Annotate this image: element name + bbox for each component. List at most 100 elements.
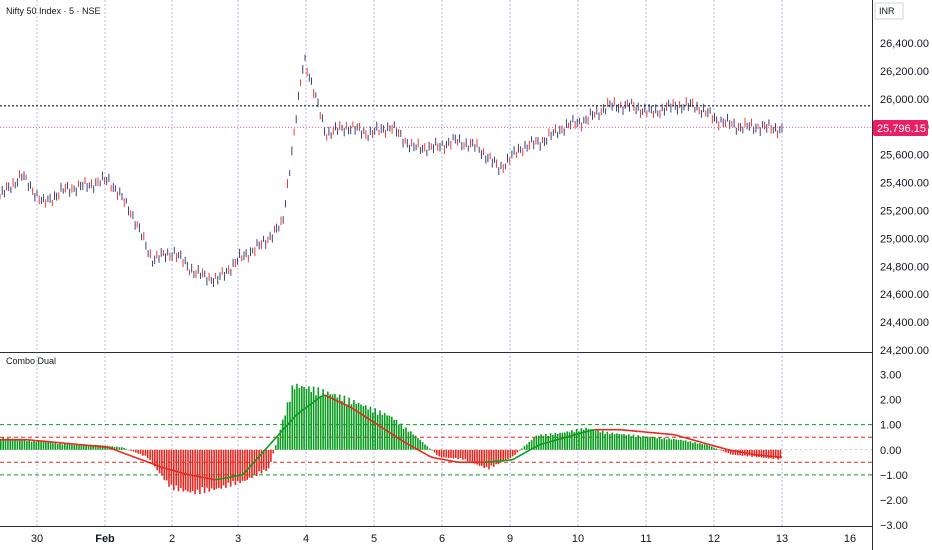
signal-line-segment (203, 476, 208, 480)
histogram-bar (632, 434, 635, 450)
time-tick-label: 6 (439, 533, 445, 545)
histogram-bar (180, 449, 182, 488)
histogram-bar (590, 429, 592, 450)
signal-line-segment (226, 476, 231, 479)
histogram-bar (265, 449, 267, 471)
histogram-bar (21, 440, 23, 450)
histogram-bar (348, 397, 350, 450)
histogram-bar (350, 404, 353, 450)
price-tick-label: 26,400.00 (880, 38, 929, 50)
histogram-bar (272, 449, 275, 454)
histogram-bar (315, 395, 317, 450)
histogram-bar (92, 445, 94, 450)
histogram-bar (336, 397, 339, 450)
histogram-bar (673, 439, 675, 450)
histogram-bar (225, 449, 227, 488)
signal-line-segment (531, 446, 537, 450)
histogram-bar (99, 445, 102, 450)
signal-line-segment (179, 471, 184, 475)
histogram-bar (128, 449, 130, 451)
histogram-bar (521, 448, 523, 450)
signal-line-segment (425, 453, 431, 458)
histogram-bar (137, 449, 139, 454)
histogram-bar (552, 434, 554, 450)
histogram-bar (443, 449, 445, 458)
signal-line-segment (222, 477, 227, 480)
histogram-bar (592, 429, 594, 450)
signal-line-segment (195, 475, 200, 478)
histogram-bar (116, 446, 118, 450)
signal-line-segment (109, 447, 114, 451)
histogram-bar (355, 404, 358, 450)
price-tick-label: 24,600.00 (880, 289, 929, 301)
histogram-bar (215, 449, 218, 489)
histogram-bar (469, 449, 471, 462)
histogram-bar (772, 449, 775, 459)
signal-line-segment (120, 451, 126, 455)
histogram-bar (33, 440, 35, 450)
histogram-bar (222, 449, 225, 486)
histogram-bar (765, 449, 767, 458)
currency-box[interactable] (874, 2, 904, 20)
histogram-bar (341, 400, 343, 450)
histogram-bar (367, 409, 369, 450)
histogram-bar (132, 449, 135, 452)
histogram-bar (232, 449, 234, 481)
signal-line-segment (363, 414, 368, 419)
histogram-bar (402, 428, 405, 450)
signal-line-segment (519, 452, 525, 457)
oscillator-axis: 3.00 2.00 1.00 0.00 −1.00 −2.00 −3.00 (880, 370, 908, 533)
histogram-bar (699, 443, 701, 450)
histogram-bar (61, 444, 64, 450)
histogram-bar (582, 429, 585, 450)
histogram-bar (87, 445, 90, 450)
price-tick-label: 24,800.00 (880, 261, 929, 273)
histogram-bar (758, 449, 760, 457)
histogram-bar (400, 423, 403, 450)
histogram-bar (585, 427, 587, 450)
histogram-bar (286, 402, 289, 450)
histogram-bar (135, 449, 137, 453)
osc-tick-label: −3.00 (880, 520, 908, 532)
histogram-bar (154, 449, 156, 467)
signal-line-segment (445, 459, 450, 462)
histogram-bar (471, 449, 474, 464)
signal-line-segment (566, 435, 572, 438)
histogram-bar (274, 445, 277, 450)
histogram-bar (246, 449, 248, 480)
histogram-bar (511, 449, 514, 457)
signal-line-segment (429, 455, 435, 459)
signal-lines (0, 394, 783, 481)
histogram-bar (90, 444, 92, 450)
signal-line-segment (547, 440, 552, 444)
time-axis: 30 Feb 2 3 4 5 6 9 10 11 12 13 16 (31, 533, 856, 545)
histogram-bar (459, 449, 462, 459)
histogram-bar (687, 441, 689, 450)
histogram-bar (37, 441, 40, 450)
price-reference-lines (0, 105, 872, 128)
histogram-bar (2, 437, 4, 450)
histogram-bar (158, 449, 161, 474)
histogram-bar (426, 446, 429, 450)
histogram-bar (637, 435, 639, 450)
histogram-bar (488, 449, 490, 470)
signal-line-segment (370, 420, 376, 424)
histogram-bar (500, 449, 502, 463)
chart-title: Nifty 50 Index · 5 · NSE (6, 6, 101, 16)
histogram-bar (163, 449, 166, 480)
histogram-bar (26, 441, 28, 450)
time-tick-label: Feb (95, 533, 115, 545)
histogram-bar (601, 430, 604, 450)
histogram-bar (196, 449, 199, 490)
histogram-bar (706, 444, 708, 450)
histogram-bar (362, 406, 365, 450)
histogram-bar (156, 449, 158, 471)
histogram-bar (146, 449, 149, 459)
signal-line-segment (672, 433, 677, 437)
signal-line-segment (261, 448, 267, 454)
histogram-bar (49, 442, 52, 450)
signal-line-segment (582, 430, 587, 434)
time-tick-label: 30 (31, 533, 43, 545)
price-tick-label: 25,000.00 (880, 233, 929, 245)
histogram-bar (616, 433, 618, 450)
